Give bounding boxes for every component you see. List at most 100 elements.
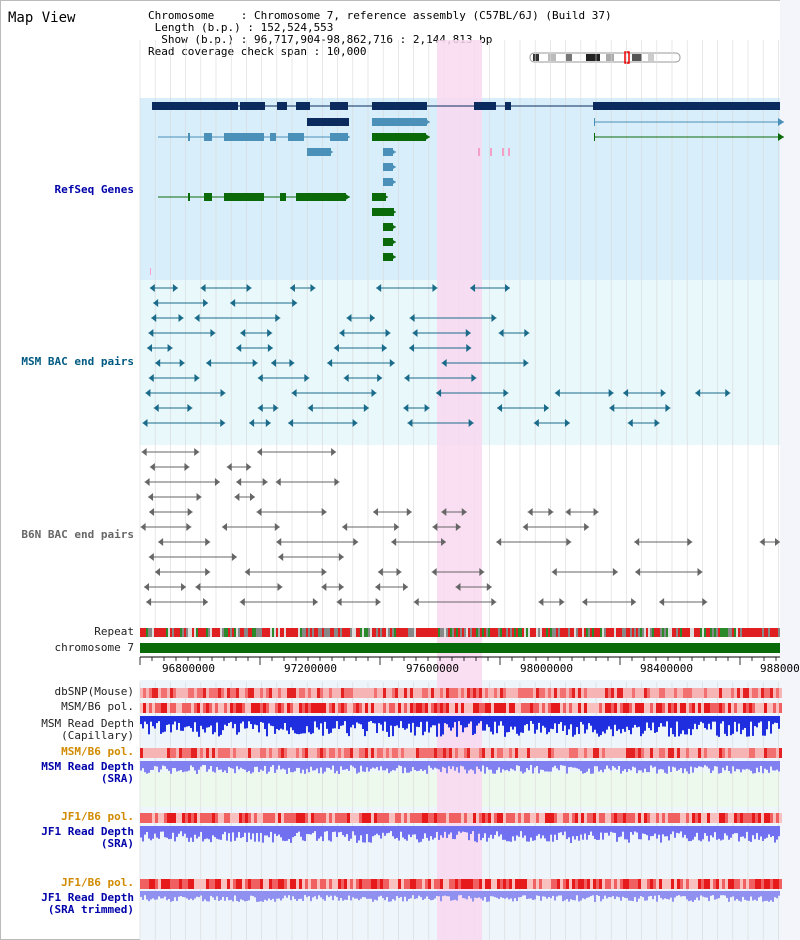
read-depth-bar [438,716,440,724]
read-depth-bar [368,716,370,722]
polymorphism-mark [494,813,497,823]
read-depth-bar [748,716,750,737]
read-depth-bar [348,761,350,771]
read-depth-bar [736,891,738,899]
track-label-msm-b6-pol[interactable]: MSM/B6 pol. [61,700,134,713]
read-depth-bar [764,716,766,736]
polymorphism-mark [434,703,437,713]
polymorphism-mark [710,748,713,758]
track-label-b6n-bac[interactable]: B6N BAC end pairs [21,528,134,541]
read-depth-bar [694,826,696,837]
polymorphism-mark [200,813,203,823]
polymorphism-mark [686,879,689,889]
track-label-jf1-pol[interactable]: JF1/B6 pol. [61,810,134,823]
gene-exon [152,102,158,110]
polymorphism-mark [497,813,500,823]
polymorphism-mark [548,703,551,713]
ideogram-band [648,54,654,61]
read-depth-bar [456,891,458,901]
polymorphism-mark [632,879,635,889]
polymorphism-mark [608,879,611,889]
gene-exon [307,148,331,156]
read-depth-bar [188,761,190,771]
polymorphism-mark [380,813,383,823]
b6n-bac-pair-end [527,508,533,516]
track-label-msm-read-depth-cap[interactable]: MSM Read Depth [41,717,134,730]
polymorphism-mark [683,879,686,889]
read-depth-bar [286,716,288,731]
read-depth-bar [584,826,586,834]
track-label-refseq[interactable]: RefSeq Genes [54,183,134,196]
polymorphism-mark [632,703,635,713]
read-depth-bar [334,826,336,832]
read-depth-bar [234,891,236,896]
gene-exon [383,178,393,186]
polymorphism-mark [773,879,776,889]
polymorphism-mark [560,703,563,713]
gene-arrow [778,118,784,126]
polymorphism-mark [698,748,701,758]
read-depth-bar [154,891,156,900]
polymorphism-mark [515,748,518,758]
read-depth-bar [270,826,272,832]
read-depth-bar [388,761,390,774]
track-label-jf1-pol-2[interactable]: JF1/B6 pol. [61,876,134,889]
polymorphism-mark [368,688,371,698]
polymorphism-mark [620,879,623,889]
polymorphism-mark [395,748,398,758]
read-depth-bar [514,761,516,771]
read-depth-bar [242,891,244,901]
track-label-jf1-read-depth[interactable]: JF1 Read Depth [41,825,134,838]
read-depth-bar [704,761,706,766]
repeat-mark [142,628,144,637]
read-depth-bar [256,716,258,726]
track-label-msm-bac[interactable]: MSM BAC end pairs [21,355,134,368]
read-depth-bar [668,761,670,767]
polymorphism-mark [527,703,530,713]
polymorphism-mark [581,879,584,889]
polymorphism-mark [641,703,644,713]
msm-bac-pair-end [543,404,549,412]
repeat-mark [398,628,400,637]
gene-exon [593,102,780,110]
b6n-bac-pair-end [321,568,327,576]
read-depth-bar [762,761,764,774]
polymorphism-mark [674,813,677,823]
read-depth-bar [560,761,562,766]
polymorphism-mark [593,688,596,698]
track-label-msm-read-depth-sra[interactable]: MSM Read Depth [41,760,134,773]
track-label-dbsnp[interactable]: dbSNP(Mouse) [54,685,134,698]
track-label-jf1-read-depth-trim[interactable]: JF1 Read Depth [41,891,134,904]
read-depth-bar [710,826,712,836]
read-depth-bar [474,716,476,734]
read-depth-bar [196,891,198,897]
polymorphism-mark [449,813,452,823]
polymorphism-mark [557,688,560,698]
read-depth-bar [406,891,408,902]
polymorphism-mark [503,813,506,823]
track-label-msm-b6-pol-2[interactable]: MSM/B6 pol. [61,745,134,758]
polymorphism-mark [422,813,425,823]
polymorphism-mark [323,813,326,823]
b6n-bac-pair-end [262,478,268,486]
read-depth-bar [560,716,562,723]
read-depth-bar [406,761,408,773]
read-depth-bar [376,891,378,901]
read-depth-bar [724,891,726,896]
polymorphism-mark [716,688,719,698]
read-depth-bar [418,761,420,771]
repeat-mark [478,628,480,637]
polymorphism-mark [773,688,776,698]
b6n-bac-pair-end [148,553,154,561]
polymorphism-mark [506,813,509,823]
read-depth-bar [670,716,672,728]
repeat-mark [648,628,650,637]
repeat-mark [240,628,242,637]
polymorphism-mark [185,813,188,823]
read-depth-bar [624,826,626,840]
polymorphism-mark [719,688,722,698]
polymorphism-mark [701,688,704,698]
msm-bac-pair-end [275,314,281,322]
msm-bac-pair-end [220,389,226,397]
read-depth-bar [710,891,712,896]
